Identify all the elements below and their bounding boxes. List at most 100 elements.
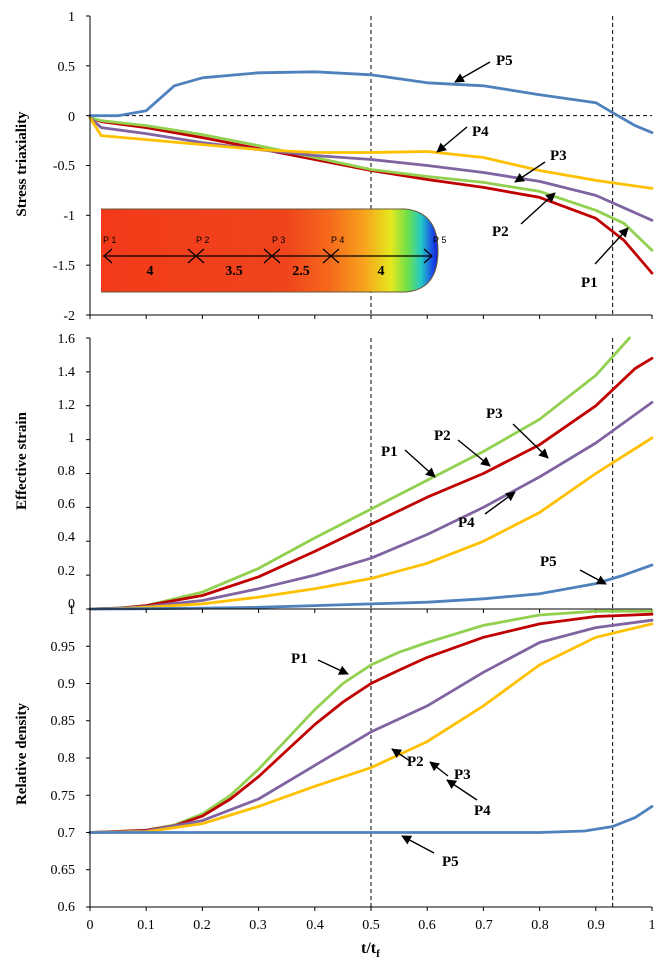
annotation-p5: P5 (442, 854, 459, 870)
y-tick-label: 0.8 (58, 751, 76, 766)
x-axis-label: t/tf (361, 940, 380, 960)
annotations: P1 P2 P3 P4 P5 (381, 406, 607, 585)
annotation-arrow (520, 192, 556, 225)
annotation-arrow (579, 569, 607, 585)
point-label-p1: P 1 (103, 235, 116, 245)
point-label-p3: P 3 (272, 235, 285, 245)
annotation-p1: P1 (291, 651, 308, 667)
x-tick-label: 0.5 (362, 918, 380, 933)
series-line-p3 (88, 618, 654, 834)
series-line-p5 (88, 805, 654, 834)
series-line-p4 (88, 116, 654, 190)
y-tick-labels: 1 0.5 0 -0.5 -1 -1.5 -2 (53, 10, 75, 324)
annotation-arrow (594, 227, 629, 265)
annotation-arrow (454, 61, 491, 83)
annotation-p3: P3 (550, 148, 567, 164)
y-tick-label: -1.5 (53, 259, 75, 274)
annotation-p4: P4 (474, 803, 491, 819)
series-line-p3 (88, 116, 654, 222)
y-tick-label: 1 (68, 10, 75, 25)
x-tick-label: 0.3 (249, 918, 267, 933)
reference-lines (90, 608, 652, 907)
x-tick-label: 0.6 (418, 918, 436, 933)
y-tick-label: 1.2 (58, 398, 76, 413)
y-tick-label: 0.95 (51, 640, 76, 655)
segment-length: 2.5 (292, 264, 310, 279)
panel-relative-density: Relative density 1 0.95 0.9 0.85 0.8 0.7… (14, 603, 656, 960)
annotation-arrow (436, 126, 468, 153)
specimen-inset: P 1 P 2 P 3 P 4 P 5 4 3.5 2.5 4 (101, 208, 446, 293)
annotation-arrow (457, 439, 491, 467)
dimension-ticks (103, 248, 433, 264)
segment-length: 3.5 (225, 264, 243, 279)
reference-lines (90, 16, 652, 315)
x-tick-label: 0.7 (475, 918, 493, 933)
segment-length: 4 (378, 264, 385, 279)
y-tick-label: 0.2 (58, 564, 76, 579)
y-tick-label: 0.65 (51, 863, 76, 878)
axes (86, 608, 653, 911)
y-tick-labels: 1.6 1.4 1.2 1 0.8 0.6 0.4 0.2 0 (58, 332, 76, 612)
x-tick-labels: 0 0.1 0.2 0.3 0.4 0.5 0.6 0.7 0.8 0.9 1 (87, 918, 656, 933)
annotation-p2: P2 (407, 754, 424, 770)
x-tick-label: 0.2 (193, 918, 211, 933)
annotation-arrow (429, 761, 449, 777)
annotations: P5 P4 P3 P2 P1 (436, 53, 629, 291)
series-line-p5 (88, 70, 654, 135)
y-tick-label: 0.85 (51, 714, 76, 729)
series-line-p2 (88, 116, 654, 252)
specimen-rod (101, 209, 438, 292)
y-tick-label: 0.8 (58, 464, 76, 479)
y-axis-label: Stress triaxiality (14, 111, 30, 217)
annotation-p1: P1 (381, 444, 398, 460)
x-tick-label: 1 (649, 918, 656, 933)
annotation-arrow (317, 659, 349, 675)
annotation-p1: P1 (581, 275, 598, 291)
annotation-arrow (484, 491, 516, 515)
series-line-p2 (88, 609, 654, 834)
y-tick-label: 1 (68, 431, 75, 446)
panel-effective-strain: Effective strain 1.6 1.4 1.2 1 0.8 0.6 0… (14, 332, 654, 613)
series-line-p1 (88, 612, 654, 834)
y-tick-label: 0.6 (58, 497, 76, 512)
annotation-arrow (514, 161, 546, 183)
reference-lines (370, 338, 614, 609)
y-tick-label: 0 (68, 597, 75, 612)
y-tick-label: 1.4 (58, 365, 76, 380)
y-tick-labels: 1 0.95 0.9 0.85 0.8 0.75 0.7 0.65 0.6 (51, 603, 76, 915)
y-tick-label: 0.6 (58, 900, 76, 915)
y-tick-label: -2 (63, 309, 75, 324)
x-tick-label: 0 (87, 918, 94, 933)
annotation-p2: P2 (492, 224, 509, 240)
annotation-p3: P3 (486, 406, 503, 422)
series-group (88, 609, 654, 834)
x-axis-label-subscript: f (376, 948, 380, 960)
annotation-arrow (446, 779, 478, 801)
point-label-p5: P 5 (433, 235, 446, 245)
annotation-p5: P5 (540, 554, 557, 570)
y-tick-label: 0.5 (58, 60, 76, 75)
annotation-arrow (512, 423, 549, 459)
annotation-p4: P4 (472, 124, 489, 140)
annotation-arrow (404, 449, 436, 478)
axes (86, 337, 653, 613)
x-tick-label: 0.8 (531, 918, 549, 933)
annotation-p4: P4 (458, 515, 475, 531)
segment-length: 4 (147, 264, 154, 279)
x-tick-label: 0.4 (306, 918, 324, 933)
y-tick-label: -0.5 (53, 159, 75, 174)
annotations: P1 P2 P3 P4 P5 (291, 651, 491, 870)
y-tick-label: 0.7 (58, 826, 76, 841)
x-tick-label: 0.1 (137, 918, 155, 933)
y-axis-label: Effective strain (14, 411, 30, 510)
x-tick-label: 0.9 (587, 918, 605, 933)
point-label-p4: P 4 (331, 235, 344, 245)
y-tick-label: 0.4 (58, 530, 76, 545)
annotation-p2: P2 (434, 428, 451, 444)
specimen-rod-edge (101, 208, 439, 293)
y-tick-label: -1 (63, 209, 75, 224)
annotation-p5: P5 (496, 53, 513, 69)
y-axis-label: Relative density (14, 702, 30, 805)
series-line-p4 (88, 622, 654, 834)
